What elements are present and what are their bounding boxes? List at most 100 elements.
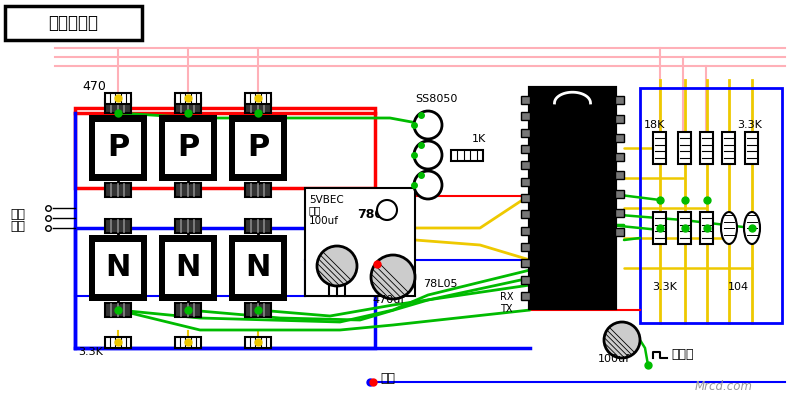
Bar [105,303,131,317]
Bar [615,134,624,142]
Text: 18K: 18K [644,120,665,130]
Bar [89,235,147,301]
Bar [521,243,530,251]
Bar [521,178,530,186]
Bar [615,115,624,123]
Text: Mrcd.com: Mrcd.com [695,380,753,393]
Text: 3.3K: 3.3K [78,347,103,357]
Circle shape [414,111,442,139]
Bar [235,122,281,174]
Bar [245,183,271,197]
Bar [75,228,375,348]
Text: SS8050: SS8050 [415,94,458,104]
Bar [175,219,201,233]
Bar [640,88,782,323]
Bar [245,219,271,233]
Text: P: P [107,132,129,162]
Bar [521,96,530,104]
Text: 接收机: 接收机 [671,348,694,361]
Bar [229,235,287,301]
Bar [521,145,530,153]
Ellipse shape [744,212,760,244]
Bar [245,99,271,113]
Text: P: P [177,132,199,162]
Bar [530,88,615,308]
Circle shape [317,246,357,286]
Circle shape [371,255,415,299]
Circle shape [414,141,442,169]
Bar [615,152,624,161]
Bar [615,228,624,236]
Bar [679,132,691,164]
Bar [245,303,271,317]
Text: 1K: 1K [472,134,486,144]
Text: 78L05: 78L05 [423,279,458,289]
Bar [165,122,211,174]
Bar [235,242,281,294]
Bar [723,132,735,164]
Bar [521,210,530,218]
Bar [105,336,131,348]
Text: N: N [105,253,131,281]
Bar [245,93,271,104]
Bar [229,115,287,181]
Text: 470uf: 470uf [372,295,405,305]
Bar [521,259,530,268]
Bar [105,99,131,113]
Text: 3.3K: 3.3K [652,282,677,292]
Text: 输出: 输出 [309,205,321,215]
Bar [95,122,141,174]
Circle shape [414,171,442,199]
Bar [701,212,713,244]
Text: 3.3K: 3.3K [737,120,762,130]
Bar [701,132,713,164]
Text: 7805: 7805 [357,208,392,221]
Text: 无刷: 无刷 [10,208,25,221]
Circle shape [604,322,640,358]
Ellipse shape [721,212,737,244]
Text: RX: RX [500,292,514,302]
Bar [521,112,530,120]
Bar [5,6,142,40]
Text: 背面焊接图: 背面焊接图 [48,14,98,32]
Bar [75,108,375,188]
Bar [521,161,530,169]
Text: 100uf: 100uf [598,354,630,364]
Text: N: N [245,253,271,281]
Bar [105,93,131,104]
Bar [175,303,201,317]
Text: TX: TX [500,304,513,314]
Bar [175,93,201,104]
Bar [615,96,624,104]
Bar [451,149,483,160]
Text: N: N [175,253,200,281]
Bar [175,336,201,348]
Bar [615,209,624,217]
Bar [89,115,147,181]
Text: 104: 104 [728,282,749,292]
Bar [95,242,141,294]
Bar [175,99,201,113]
Bar [615,190,624,198]
Bar [521,194,530,202]
Bar [521,227,530,235]
Bar [305,188,415,296]
Bar [245,336,271,348]
Bar [653,212,667,244]
Text: 100uf: 100uf [309,216,339,226]
Bar [521,129,530,137]
Bar [679,212,691,244]
Bar [521,276,530,284]
Text: 电机: 电机 [10,220,25,233]
Text: P: P [247,132,269,162]
Text: 电池: 电池 [380,372,395,385]
Bar [615,171,624,179]
Text: 470: 470 [82,80,106,93]
Bar [165,242,211,294]
Bar [653,132,667,164]
Bar [105,219,131,233]
Bar [175,183,201,197]
Bar [746,132,758,164]
Bar [521,292,530,300]
Bar [105,183,131,197]
